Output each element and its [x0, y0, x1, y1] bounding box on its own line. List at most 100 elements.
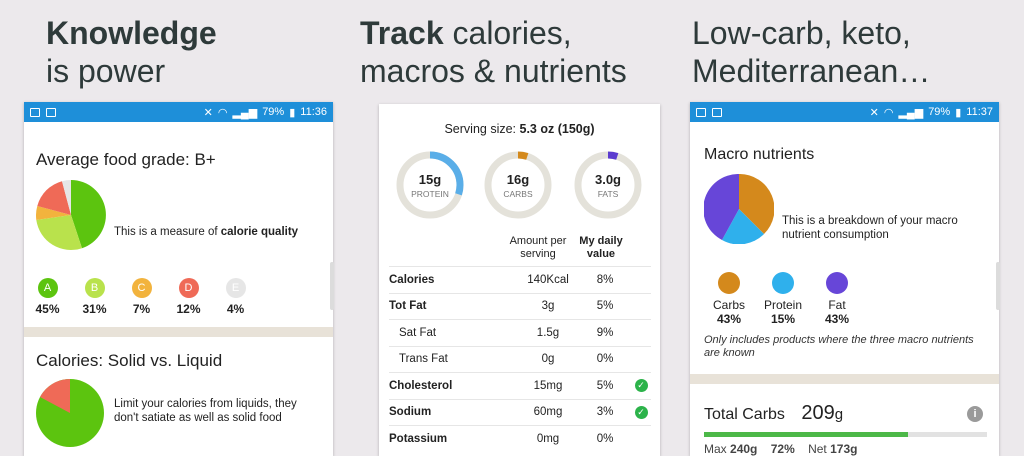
legend-fat-pct: 43%: [824, 312, 850, 326]
serving-value: 5.3 oz (150g): [519, 122, 595, 136]
legend-protein-pct: 15%: [770, 312, 796, 326]
nutrient-status: [631, 345, 651, 373]
nutrient-amount: 140Kcal: [517, 266, 579, 293]
headline-rest: is power: [46, 53, 166, 89]
mute-icon: ✕: [869, 106, 879, 119]
ring-fill: [484, 151, 552, 219]
card-separator: [24, 327, 333, 337]
pie-slice-protein: [722, 209, 764, 244]
serving-size: Serving size: 5.3 oz (150g): [379, 122, 660, 136]
headline-line1: Low-carb, keto,: [692, 15, 911, 51]
pie-slice-a: [71, 180, 106, 249]
ring-carbs: 16g CARBS: [483, 150, 553, 220]
nutrient-daily: 0%: [579, 425, 631, 452]
macro-description: This is a breakdown of your macro nutrie…: [782, 215, 958, 241]
nutrient-status: ✓: [631, 398, 651, 426]
headline-rest: calories,: [443, 15, 572, 51]
nutrition-screen: Serving size: 5.3 oz (150g) 15g PROTEIN 16…: [379, 104, 660, 456]
ring-label: FATS: [597, 189, 619, 199]
nutrient-row: Calories 140Kcal 8%: [389, 266, 651, 293]
grade-desc-bold: calorie quality: [220, 226, 299, 238]
wifi-icon: ◠: [883, 106, 894, 119]
nutrient-name: Trans Fat: [389, 345, 517, 373]
grade-pct-d: 12%: [176, 302, 201, 316]
grade-legend-e: E 4%: [212, 278, 259, 316]
grade-pct-e: 4%: [226, 302, 245, 316]
clock: 11:36: [300, 106, 327, 118]
grade-pct-a: 45%: [35, 302, 60, 316]
grade-description: This is a measure of calorie quality: [114, 226, 298, 238]
nutrient-amount: 1.5g: [517, 319, 579, 346]
right-phone-screen: ✕ ◠ ▂▄▆ 79% ▮ 11:37 Macro nutrients This…: [690, 102, 999, 456]
nutrient-row: Sodium 60mg 3% ✓: [389, 398, 651, 426]
nutrient-row: Cholesterol 15mg 5% ✓: [389, 372, 651, 399]
carbs-card[interactable]: Total Carbs 209g i Max 240g 72% Net 173g: [690, 384, 999, 456]
carbs-progress-fill: [704, 432, 908, 437]
pie-slice-b: [36, 215, 82, 250]
check-icon: ✓: [634, 405, 648, 419]
carbs-label: Total Carbs: [704, 406, 785, 423]
carbs-title: Total Carbs 209g: [704, 402, 843, 425]
fat-dot: [826, 272, 848, 294]
image-icon: [30, 107, 40, 117]
grade-dot-e: E: [225, 278, 246, 298]
pie-slice-c: [36, 206, 71, 220]
macro-legend-protein: Protein 15%: [756, 272, 810, 326]
grade-pct-c: 7%: [132, 302, 151, 316]
nutrient-amount: 0g: [517, 345, 579, 373]
check-icon: ✓: [634, 379, 648, 393]
ring-label: PROTEIN: [411, 189, 449, 199]
macro-legend-carbs: Carbs 43%: [702, 272, 756, 326]
signal-icon: ▂▄▆: [898, 106, 924, 119]
nutrition-table-wrap: Calories 140Kcal 8% Tot Fat 3g 5% Sat Fat 1.5g 9…: [389, 266, 651, 452]
nutrient-daily: 8%: [579, 266, 631, 293]
ring-protein: 15g PROTEIN: [395, 150, 465, 220]
left-phone-screen: ✕ ◠ ▂▄▆ 79% ▮ 11:36 Average food grade: …: [24, 102, 333, 456]
nutrient-status: [631, 292, 651, 320]
pie-liquid: [40, 379, 70, 413]
nutrient-name: Sat Fat: [389, 319, 517, 346]
grade-desc-prefix: This is a measure of: [114, 226, 221, 238]
carbs-pct: 72%: [770, 442, 795, 456]
image-icon: [696, 107, 706, 117]
headline-bold: Knowledge: [46, 15, 217, 51]
info-icon[interactable]: i: [967, 406, 983, 422]
grade-legend-c: C 7%: [118, 278, 165, 316]
wifi-icon: ◠: [217, 106, 228, 119]
carbs-dot: [718, 272, 740, 294]
nutrient-name: Potassium: [389, 425, 517, 452]
headline-knowledge: Knowledge is power: [46, 14, 217, 90]
column-header-amount: Amount per serving: [509, 235, 567, 260]
ring-fill: [396, 151, 464, 219]
ring-fats: 3.0g FATS: [573, 150, 643, 220]
scroll-handle[interactable]: [996, 262, 1000, 310]
liquid-card[interactable]: Calories: Solid vs. Liquid Limit your ca…: [24, 337, 333, 456]
ring-label: CARBS: [503, 189, 533, 199]
protein-dot: [772, 272, 794, 294]
grade-title: Average food grade: B+: [36, 150, 216, 169]
battery-icon: ▮: [955, 106, 962, 119]
headline-diets: Low-carb, keto, Mediterranean…: [692, 14, 930, 90]
signal-icon: ▂▄▆: [232, 106, 258, 119]
nutrition-table: Calories 140Kcal 8% Tot Fat 3g 5% Sat Fat 1.5g 9…: [389, 266, 651, 452]
carbs-progress-track: [704, 432, 987, 437]
nutrient-row: Trans Fat 0g 0%: [389, 345, 651, 373]
sd-card-icon: [712, 107, 722, 117]
nutrient-daily: 9%: [579, 319, 631, 346]
grade-card[interactable]: Average food grade: B+ This is a measure…: [24, 122, 333, 316]
liquid-pie: [36, 379, 104, 447]
ring-value: 3.0g: [594, 172, 621, 187]
legend-carbs-pct: 43%: [716, 312, 742, 326]
nutrient-name: Sodium: [389, 398, 517, 426]
nutrient-amount: 15mg: [517, 372, 579, 399]
carbs-stats: Max 240g 72% Net 173g: [704, 442, 858, 456]
status-bar: ✕ ◠ ▂▄▆ 79% ▮ 11:37: [690, 102, 999, 122]
battery-icon: ▮: [289, 106, 296, 119]
nutrient-status: ✓: [631, 372, 651, 399]
grade-legend-a: A 45%: [24, 278, 71, 316]
scroll-handle[interactable]: [330, 262, 334, 310]
carbs-net: 173g: [830, 442, 858, 456]
mute-icon: ✕: [203, 106, 213, 119]
macro-card[interactable]: Macro nutrients This is a breakdown of y…: [690, 122, 999, 362]
grade-dot-b: B: [84, 278, 105, 298]
